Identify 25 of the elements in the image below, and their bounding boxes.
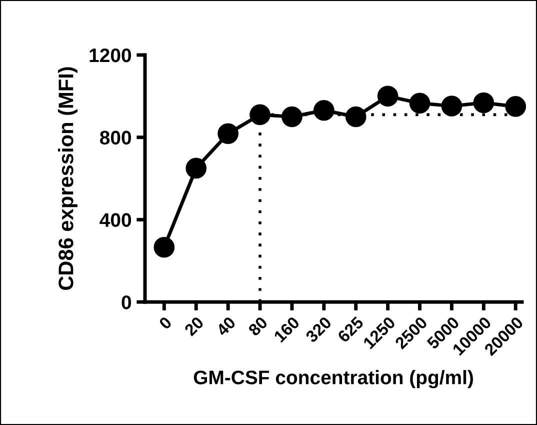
point bbox=[154, 236, 175, 258]
point bbox=[250, 104, 270, 126]
x-tick-label: 625 bbox=[336, 316, 364, 344]
point bbox=[409, 92, 430, 114]
point bbox=[186, 158, 207, 179]
x-tick-label: 320 bbox=[304, 316, 332, 344]
y-tick-label: 800 bbox=[100, 130, 132, 145]
point bbox=[505, 96, 526, 117]
y-tick-label: 1200 bbox=[90, 48, 132, 62]
x-tick-label: 0 bbox=[158, 316, 172, 330]
point bbox=[441, 96, 462, 116]
x-tick-label: 40 bbox=[215, 316, 236, 337]
x-tick-label: 160 bbox=[273, 316, 300, 343]
point bbox=[473, 92, 494, 114]
y-tick-label: 400 bbox=[100, 213, 132, 227]
x-tick-label: 80 bbox=[248, 316, 268, 337]
y-axis-title: CD86 expression (MFI) bbox=[58, 67, 78, 290]
x-axis-title: GM-CSF concentration (pg/ml) bbox=[194, 370, 473, 388]
point bbox=[345, 106, 366, 128]
x-tick-label: 20 bbox=[184, 316, 204, 337]
point bbox=[314, 100, 334, 121]
point bbox=[218, 123, 238, 144]
point bbox=[282, 106, 302, 128]
point bbox=[377, 86, 398, 107]
y-tick-label: 0 bbox=[122, 295, 132, 310]
